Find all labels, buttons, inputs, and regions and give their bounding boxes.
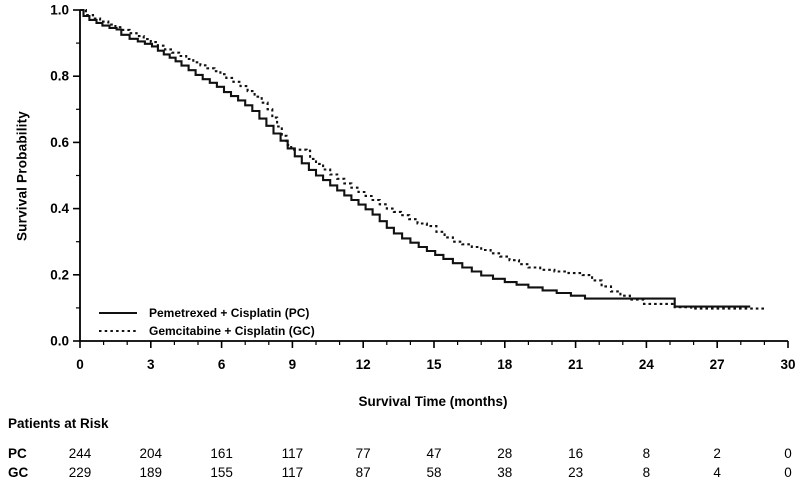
risk-value: 117: [281, 446, 304, 461]
legend-item-pc: Pemetrexed + Cisplatin (PC): [97, 304, 315, 322]
y-tick-label: 0.2: [50, 267, 69, 282]
risk-value: 204: [139, 446, 163, 461]
risk-value: 58: [426, 465, 442, 480]
risk-value: 87: [355, 465, 371, 480]
axis-lines: [79, 10, 788, 342]
survival-curve-pc: [80, 8, 751, 308]
legend-item-gc: Gemcitabine + Cisplatin (GC): [97, 322, 315, 340]
x-tick-label: 12: [356, 357, 371, 372]
risk-value: 8: [642, 465, 651, 480]
y-tick-label: 0.8: [50, 69, 69, 84]
x-tick-label: 27: [710, 357, 725, 372]
x-axis-title: Survival Time (months): [358, 394, 508, 409]
dotted-line-sample-icon: [99, 330, 137, 332]
risk-value: 8: [642, 446, 651, 461]
risk-value: 23: [568, 465, 584, 480]
legend-label-pc: Pemetrexed + Cisplatin (PC): [149, 306, 310, 320]
y-tick-label: 0.4: [50, 201, 69, 216]
x-tick-label: 15: [426, 357, 442, 372]
risk-value: 28: [497, 446, 513, 461]
patients-at-risk-title: Patients at Risk: [8, 416, 109, 431]
y-axis-title: Survival Probability: [14, 110, 30, 242]
survival-chart-svg: 0 3 6 9 12 15 18 21 24 27 30 0.0 0.2 0.4 0.6 0.8 1.0: [50, 3, 795, 373]
x-tick-label: 18: [497, 357, 513, 372]
solid-line-sample-icon: [99, 312, 137, 314]
x-tick-label: 3: [147, 357, 155, 372]
risk-value: 155: [210, 465, 233, 480]
x-tick-label: 9: [289, 357, 297, 372]
risk-value: 77: [355, 446, 371, 461]
x-tick-label: 0: [76, 357, 84, 372]
y-tick-label: 1.0: [50, 3, 69, 18]
x-tick-label: 24: [639, 357, 655, 372]
survival-curve-gc: [80, 8, 765, 310]
risk-value: 117: [281, 465, 304, 480]
x-tick-label: 30: [780, 357, 795, 372]
x-tick-label: 21: [568, 357, 584, 372]
x-tick-label: 6: [218, 357, 226, 372]
y-tick-label: 0.6: [50, 135, 69, 150]
risk-row-label-pc: PC: [8, 446, 27, 461]
risk-value: 229: [68, 465, 92, 480]
y-tick-label: 0.0: [50, 334, 69, 349]
risk-value: 16: [568, 446, 584, 461]
chart-legend: Pemetrexed + Cisplatin (PC) Gemcitabine …: [97, 304, 315, 340]
risk-value: 47: [426, 446, 442, 461]
legend-label-gc: Gemcitabine + Cisplatin (GC): [149, 324, 315, 338]
risk-value: 2: [713, 446, 721, 461]
risk-value: 244: [68, 446, 92, 461]
risk-value: 0: [784, 465, 792, 480]
risk-value: 189: [139, 465, 163, 480]
risk-value: 38: [497, 465, 513, 480]
risk-value: 0: [784, 446, 792, 461]
risk-value: 161: [210, 446, 233, 461]
risk-row-label-gc: GC: [8, 465, 29, 480]
risk-value: 4: [713, 465, 721, 480]
